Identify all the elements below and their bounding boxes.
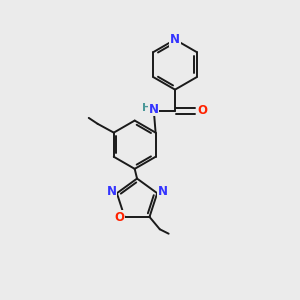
Text: N: N bbox=[148, 103, 158, 116]
Text: N: N bbox=[158, 185, 167, 198]
Text: O: O bbox=[198, 104, 208, 117]
Text: H: H bbox=[142, 103, 151, 113]
Text: N: N bbox=[106, 185, 117, 198]
Text: O: O bbox=[114, 211, 124, 224]
Text: N: N bbox=[170, 33, 180, 46]
